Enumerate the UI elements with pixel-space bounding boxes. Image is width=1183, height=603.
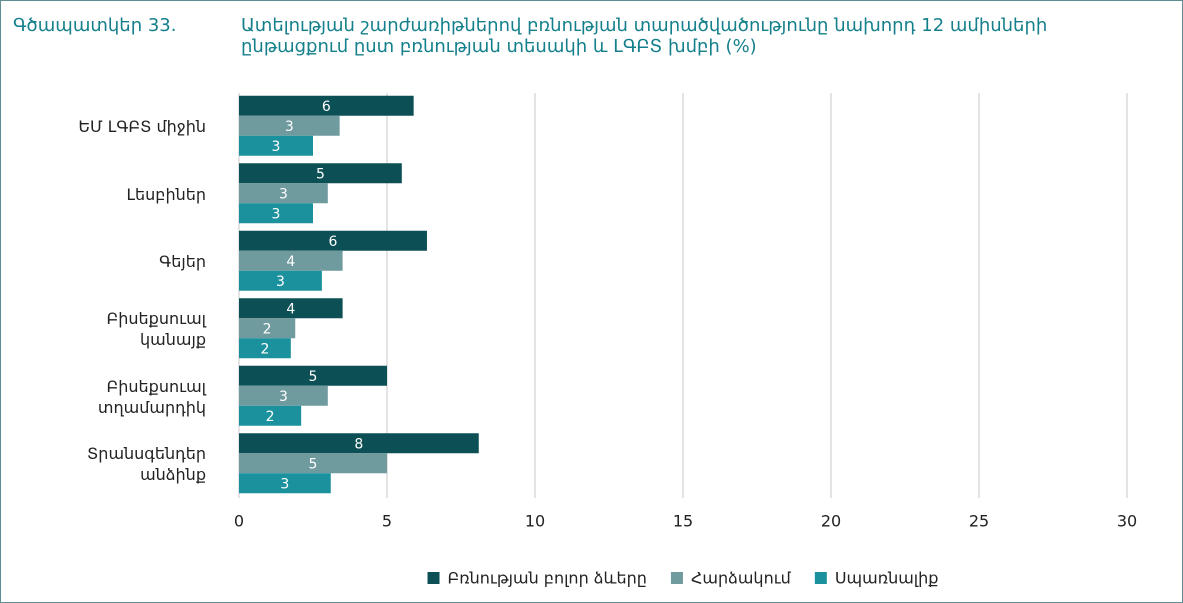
data-label: 5 — [316, 166, 325, 182]
data-label: 3 — [280, 476, 289, 492]
y-tick-label: Գեյեր — [159, 252, 206, 272]
data-label: 2 — [263, 321, 272, 337]
data-label: 3 — [276, 274, 285, 290]
x-tick-label: 5 — [382, 512, 392, 531]
legend-label: Բռնության բոլոր ձևերը — [448, 569, 647, 588]
legend-swatch — [814, 572, 827, 584]
data-label: 2 — [266, 409, 275, 425]
bar — [239, 318, 296, 339]
y-tick-label: Բիսեքսուալ տղամարդիկ — [97, 376, 206, 417]
bar — [239, 365, 387, 386]
chart-title: Ատելության շարժառիթներով բռնության տարած… — [241, 15, 1048, 57]
figure-label: Գծապատկեր 33. — [13, 15, 177, 36]
y-tick-label: Տրանսգենդեր անձինք — [87, 444, 206, 485]
bar — [239, 250, 343, 271]
data-label: 2 — [260, 341, 269, 357]
bar — [239, 135, 313, 156]
bar — [239, 298, 343, 319]
bar — [239, 115, 340, 136]
bar — [239, 183, 328, 204]
bar — [239, 473, 331, 494]
x-tick-label: 15 — [673, 512, 693, 531]
bar — [239, 95, 414, 116]
data-label: 5 — [309, 456, 318, 472]
x-tick-label: 30 — [1117, 512, 1137, 531]
x-tick-label: 20 — [821, 512, 841, 531]
y-tick-label: Բիսեքսուալ կանայք — [106, 309, 206, 350]
data-label: 6 — [329, 234, 338, 250]
bar — [239, 163, 402, 184]
data-label: 3 — [272, 206, 281, 222]
bar — [239, 385, 328, 406]
data-label: 3 — [279, 186, 288, 202]
bar — [239, 338, 291, 359]
data-label: 5 — [309, 369, 318, 385]
data-label: 8 — [354, 436, 363, 452]
data-label: 3 — [279, 389, 288, 405]
legend-swatch — [427, 572, 440, 584]
bar — [239, 203, 313, 224]
x-tick-label: 0 — [234, 512, 244, 531]
bar — [239, 433, 479, 454]
y-tick-label: ԵՄ ԼԳԲՏ միջին — [78, 117, 206, 137]
y-tick-label: Լեսբիներ — [126, 184, 206, 204]
legend-label: Հարձակում — [691, 569, 792, 588]
data-label: 3 — [272, 139, 281, 155]
data-label: 6 — [322, 99, 331, 115]
data-label: 3 — [285, 119, 294, 135]
data-label: 4 — [286, 301, 295, 317]
bar — [239, 405, 302, 426]
x-tick-label: 25 — [969, 512, 989, 531]
x-tick-label: 10 — [525, 512, 545, 531]
bar — [239, 270, 322, 291]
bar — [239, 453, 387, 474]
legend-swatch — [670, 572, 683, 584]
bar — [239, 230, 427, 251]
data-label: 4 — [286, 254, 295, 270]
legend-label: Սպառնալիք — [835, 569, 939, 588]
